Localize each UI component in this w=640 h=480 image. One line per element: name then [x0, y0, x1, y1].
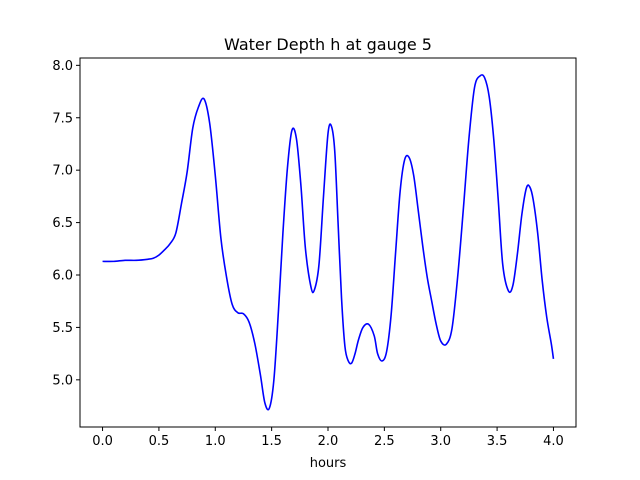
- y-tick-label: 7.0: [52, 164, 73, 179]
- x-tick-label: 2.0: [318, 434, 339, 449]
- y-tick-label: 8.0: [52, 59, 73, 74]
- y-tick-label: 5.5: [52, 321, 73, 336]
- x-tick-label: 0.0: [92, 434, 113, 449]
- x-tick-label: 3.5: [487, 434, 508, 449]
- x-tick-label: 1.5: [261, 434, 282, 449]
- series-layer: [102, 74, 555, 411]
- x-tick-label: 2.5: [374, 434, 395, 449]
- x-tick-label: 3.0: [430, 434, 451, 449]
- series-line: [102, 74, 555, 411]
- y-tick-label: 6.0: [52, 268, 73, 283]
- x-tick-label: 1.0: [205, 434, 226, 449]
- chart-title: Water Depth h at gauge 5: [224, 35, 432, 54]
- y-tick-label: 7.5: [52, 111, 73, 126]
- y-axis-ticks: 5.0 5.5 6.0 6.5 7.0 7.5 8.0: [52, 59, 80, 388]
- x-axis-ticks: 0.0 0.5 1.0 1.5 2.0 2.5 3.0 3.5 4.0: [92, 427, 564, 449]
- plot-background: [80, 58, 576, 427]
- y-tick-label: 5.0: [52, 373, 73, 388]
- plot-frame: [79, 57, 577, 428]
- x-axis-label: hours: [310, 456, 347, 471]
- x-tick-label: 4.0: [543, 434, 564, 449]
- x-tick-label: 0.5: [149, 434, 170, 449]
- y-tick-label: 6.5: [52, 216, 73, 231]
